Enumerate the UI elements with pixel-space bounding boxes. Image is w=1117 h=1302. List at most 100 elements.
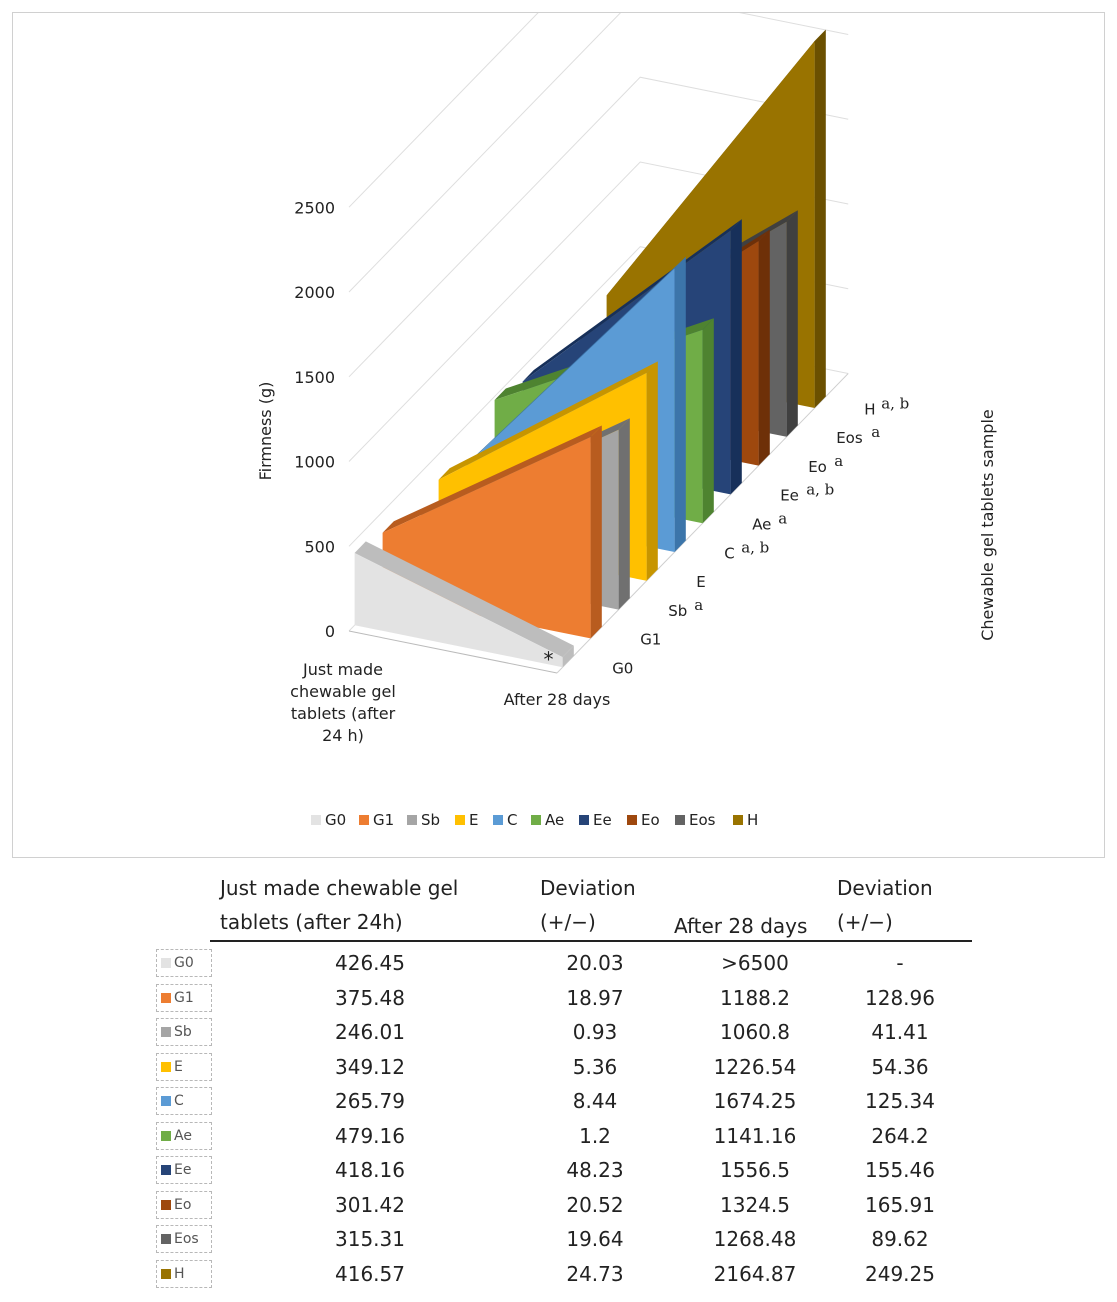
cell-after-28-days: 1188.2 bbox=[720, 985, 790, 1010]
legend-swatch-C bbox=[493, 815, 503, 825]
gridline bbox=[348, 13, 849, 293]
series-top-G0 bbox=[354, 541, 574, 658]
category-label-just-made: chewable gel bbox=[290, 682, 396, 701]
row-legend-key: Eo bbox=[156, 1190, 212, 1219]
series-endcap-E bbox=[646, 361, 658, 581]
cell-deviation-1: 1.2 bbox=[579, 1123, 611, 1148]
series-top-C bbox=[466, 256, 686, 465]
row-label: G0 bbox=[174, 955, 194, 971]
series-axis-label-Ee: Ee bbox=[780, 487, 799, 505]
significance-letters-H: a, b bbox=[881, 394, 909, 412]
cell-after-28-days: 1556.5 bbox=[720, 1158, 790, 1182]
row-label: G1 bbox=[174, 989, 194, 1006]
series-axis-label-C: C bbox=[724, 544, 734, 562]
row-label: E bbox=[174, 1058, 183, 1075]
legend-swatch-G1 bbox=[359, 815, 369, 825]
series-endcap-Eos bbox=[786, 210, 798, 437]
cell-after-28-days: 1674.25 bbox=[713, 1089, 797, 1113]
legend-swatch-icon bbox=[161, 1199, 171, 1210]
legend-entry-C: C bbox=[507, 811, 517, 829]
cell-deviation-2: 249.25 bbox=[865, 1261, 935, 1286]
series-endcap-Sb bbox=[618, 418, 630, 610]
row-label: Ae bbox=[174, 1127, 192, 1144]
cell-deviation-2: 155.46 bbox=[865, 1158, 935, 1182]
legend-entry-G1: G1 bbox=[373, 811, 394, 829]
firmness-3d-chart: 0 500 1000 1500 2000 2500 Firmness (g) Chewable… bbox=[256, 13, 997, 829]
cell-just-made: 426.45 bbox=[335, 951, 405, 975]
category-label-just-made: tablets (after bbox=[291, 704, 396, 723]
cell-after-28-days: 2164.87 bbox=[713, 1261, 797, 1286]
x-axis-line bbox=[348, 630, 558, 674]
cell-deviation-2: 165.91 bbox=[865, 1192, 935, 1217]
series-axis-label-Eos: Eos bbox=[836, 429, 863, 447]
series-endcap-Ae bbox=[702, 318, 714, 524]
cell-just-made: 349.12 bbox=[335, 1054, 405, 1079]
series-top-E bbox=[438, 361, 658, 480]
legend-swatch-icon bbox=[161, 1268, 171, 1279]
table-row: G1 375.48 18.97 1188.2 128.96 bbox=[150, 981, 980, 1015]
cell-after-28-days: >6500 bbox=[721, 951, 789, 975]
table-row: Ae 479.16 1.2 1141.16 264.2 bbox=[150, 1119, 980, 1153]
y-tick-label: 1000 bbox=[294, 453, 335, 472]
series-axis-label-G0: G0 bbox=[612, 659, 633, 677]
cell-just-made: 315.31 bbox=[335, 1227, 405, 1251]
table-row: C 265.79 8.44 1674.25 125.34 bbox=[150, 1084, 980, 1118]
legend-swatch-icon bbox=[161, 1130, 171, 1141]
row-legend-key: G1 bbox=[156, 983, 212, 1012]
cell-deviation-1: 8.44 bbox=[572, 1089, 618, 1113]
series-endcap-G0 bbox=[562, 645, 574, 668]
header-deviation2-line1: Deviation bbox=[837, 876, 933, 900]
chart-frame: 0 500 1000 1500 2000 2500 Firmness (g) Chewable… bbox=[12, 12, 1105, 858]
legend-swatch-icon bbox=[161, 1234, 171, 1244]
legend-swatch-Eos bbox=[675, 815, 685, 825]
depth-axis-line bbox=[556, 373, 849, 674]
cell-just-made: 265.79 bbox=[335, 1089, 405, 1113]
legend-swatch-icon bbox=[161, 1165, 171, 1175]
header-deviation2-line2: (+/−) bbox=[837, 910, 893, 934]
series-axis-label-Sb: Sb bbox=[668, 602, 687, 620]
cell-deviation-2: - bbox=[896, 951, 904, 975]
gridline bbox=[348, 13, 539, 208]
y-tick-label: 2000 bbox=[294, 283, 335, 302]
row-legend-key: Eos bbox=[156, 1225, 212, 1253]
series-top-Ee bbox=[522, 219, 742, 382]
table-row: Eos 315.31 19.64 1268.48 89.62 bbox=[150, 1222, 980, 1256]
significance-letters-Sb: a bbox=[694, 596, 703, 614]
cell-just-made: 418.16 bbox=[335, 1158, 405, 1182]
row-legend-key: H bbox=[156, 1259, 212, 1288]
series-axis-label-Ae: Ae bbox=[752, 515, 771, 533]
row-legend-key: Sb bbox=[156, 1018, 212, 1046]
cell-deviation-1: 20.03 bbox=[566, 951, 624, 975]
legend-entry-Ee: Ee bbox=[593, 811, 612, 829]
row-legend-key: Ee bbox=[156, 1156, 212, 1184]
row-label: Eo bbox=[174, 1196, 192, 1213]
table-row: E 349.12 5.36 1226.54 54.36 bbox=[150, 1050, 980, 1084]
cell-just-made: 479.16 bbox=[335, 1123, 405, 1148]
cell-just-made: 416.57 bbox=[335, 1261, 405, 1286]
cell-deviation-2: 125.34 bbox=[865, 1089, 935, 1113]
cell-deviation-1: 48.23 bbox=[566, 1158, 624, 1182]
series-endcap-G1 bbox=[590, 425, 602, 639]
legend-swatch-icon bbox=[161, 992, 171, 1003]
legend-swatch-icon bbox=[161, 1096, 171, 1106]
cell-deviation-2: 89.62 bbox=[871, 1227, 929, 1251]
y-axis-title: Firmness (g) bbox=[256, 382, 275, 481]
row-label: Sb bbox=[174, 1024, 192, 1040]
series-front-G0 bbox=[354, 553, 563, 668]
significance-letters-Ae: a bbox=[778, 509, 787, 527]
row-legend-key: Ae bbox=[156, 1121, 212, 1150]
cell-just-made: 375.48 bbox=[335, 985, 405, 1010]
legend-swatch-H bbox=[733, 815, 743, 825]
legend-entry-Sb: Sb bbox=[421, 811, 440, 829]
legend-swatch-icon bbox=[161, 1027, 171, 1037]
significance-letters-C: a, b bbox=[741, 538, 769, 556]
y-tick-label: 0 bbox=[325, 622, 335, 641]
legend-swatch-Ae bbox=[531, 815, 541, 825]
cell-deviation-1: 19.64 bbox=[566, 1227, 624, 1251]
header-after-28-days: After 28 days bbox=[674, 914, 808, 938]
legend-entry-Eos: Eos bbox=[689, 811, 716, 829]
significance-letters-Ee: a, b bbox=[806, 481, 834, 499]
series-axis-label-H: H bbox=[864, 400, 875, 418]
category-label-just-made: 24 h) bbox=[322, 726, 364, 745]
series-axis-label-Eo: Eo bbox=[808, 458, 827, 476]
